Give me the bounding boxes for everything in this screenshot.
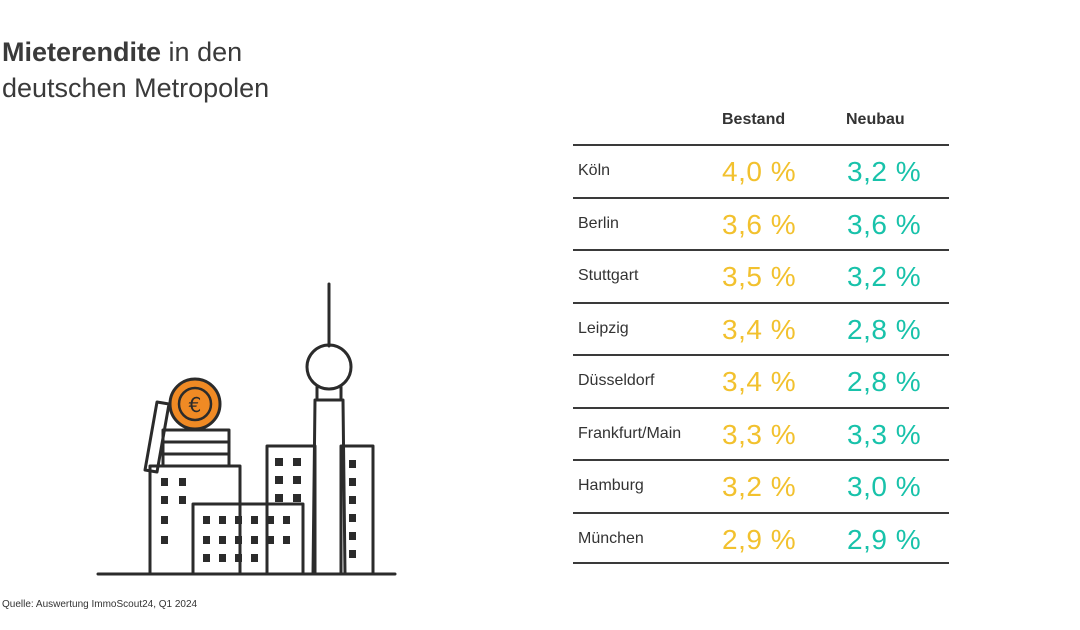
bestand-value: 3,4 % <box>722 313 797 345</box>
neubau-value: 3,2 % <box>847 156 922 187</box>
table-header: Bestand Neubau <box>573 104 949 144</box>
table-row: Düsseldorf 3,4 % 2,8 % <box>573 354 949 407</box>
city-label: München <box>578 529 644 547</box>
table-row: Hamburg 3,2 % 3,0 % <box>573 459 949 512</box>
city-label: Hamburg <box>578 477 644 494</box>
city-label: Berlin <box>578 214 619 232</box>
source-note: Quelle: Auswertung ImmoScout24, Q1 2024 <box>2 599 198 610</box>
column-header-bestand: Bestand <box>722 111 786 128</box>
title-line2: deutschen Metropolen <box>2 73 270 103</box>
title-rest: in den <box>161 37 243 67</box>
bestand-value: 3,6 % <box>722 208 797 240</box>
table-body: Köln 4,0 % 3,2 % Berlin 3,6 % 3,6 % Stuttgart 3… <box>573 144 949 564</box>
city-label: Düsseldorf <box>578 372 655 389</box>
table-row: Köln 4,0 % 3,2 % <box>573 144 949 197</box>
bestand-value: 3,5 % <box>722 261 797 292</box>
bestand-value: 2,9 % <box>722 523 797 555</box>
city-label: Leipzig <box>578 319 629 337</box>
neubau-value: 2,8 % <box>847 366 922 397</box>
neubau-value: 3,6 % <box>847 208 922 240</box>
yield-table: Bestand Neubau Köln 4,0 % 3,2 % Berlin 3,6 %… <box>573 104 949 564</box>
neubau-value: 2,8 % <box>847 313 922 345</box>
bestand-value: 3,3 % <box>722 418 797 450</box>
neubau-value: 3,3 % <box>847 418 922 450</box>
chart-title: Mieterendite in den deutschen Metropolen <box>2 34 422 106</box>
neubau-value: 3,2 % <box>847 261 922 292</box>
bestand-value: 3,2 % <box>722 471 797 502</box>
city-label: Köln <box>578 162 611 179</box>
table-row: Leipzig 3,4 % 2,8 % <box>573 301 949 355</box>
city-label: Stuttgart <box>578 267 639 284</box>
neubau-value: 2,9 % <box>847 523 922 555</box>
svg-text:€: € <box>189 393 202 417</box>
neubau-value: 3,0 % <box>847 471 922 502</box>
euro-coin-icon: € <box>168 377 222 431</box>
table-row: Berlin 3,6 % 3,6 % <box>573 196 949 250</box>
table-row: Frankfurt/Main 3,3 % 3,3 % <box>573 406 949 460</box>
title-bold: Mieterendite <box>2 37 162 67</box>
city-skyline-illustration: € <box>96 282 397 576</box>
table-row: München 2,9 % 2,9 % <box>573 511 949 564</box>
table-row: Stuttgart 3,5 % 3,2 % <box>573 249 949 302</box>
city-label: Frankfurt/Main <box>578 424 682 442</box>
bestand-value: 4,0 % <box>722 156 797 187</box>
column-header-neubau: Neubau <box>846 111 905 128</box>
bestand-value: 3,4 % <box>722 366 797 397</box>
